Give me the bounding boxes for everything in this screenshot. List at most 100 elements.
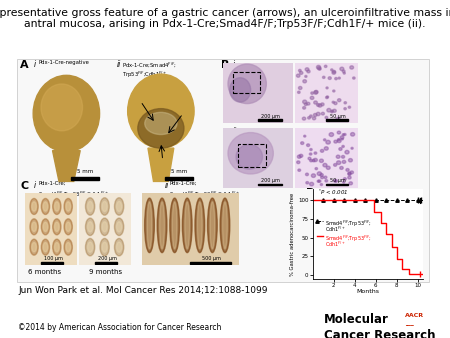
Ellipse shape [185, 202, 189, 249]
Ellipse shape [342, 70, 345, 72]
Ellipse shape [319, 68, 321, 70]
Ellipse shape [308, 157, 311, 160]
Text: Cdh1$^{F/+}$: Cdh1$^{F/+}$ [325, 224, 346, 234]
Ellipse shape [312, 159, 315, 162]
Ellipse shape [41, 198, 50, 215]
Ellipse shape [304, 103, 307, 105]
Ellipse shape [317, 67, 321, 70]
Ellipse shape [326, 87, 328, 89]
Bar [326, 119, 348, 121]
Ellipse shape [342, 145, 344, 147]
Ellipse shape [332, 101, 334, 103]
Ellipse shape [198, 202, 202, 249]
Ellipse shape [334, 180, 337, 182]
Ellipse shape [100, 238, 109, 256]
Text: Trp53$^{F/F}$;Cdh1$^{F/+}$: Trp53$^{F/F}$;Cdh1$^{F/+}$ [122, 70, 167, 80]
Ellipse shape [306, 144, 310, 146]
Ellipse shape [138, 108, 184, 148]
Ellipse shape [341, 138, 343, 140]
Ellipse shape [331, 110, 333, 112]
Ellipse shape [30, 198, 38, 215]
Text: 50 μm: 50 μm [330, 114, 346, 119]
Y-axis label: % Gastric adenocarcinoma-free: % Gastric adenocarcinoma-free [290, 192, 295, 276]
Ellipse shape [64, 219, 72, 235]
Ellipse shape [313, 114, 317, 117]
Ellipse shape [324, 139, 326, 141]
Text: 9 months: 9 months [89, 269, 122, 275]
Ellipse shape [160, 202, 165, 249]
Ellipse shape [30, 219, 38, 235]
Text: antral mucosa, arising in Pdx-1-Cre;Smad4F/F;Trp53F/F;Cdh1F/+ mice (ii).: antral mucosa, arising in Pdx-1-Cre;Smad… [24, 19, 426, 29]
Ellipse shape [300, 71, 303, 74]
Text: B: B [221, 60, 230, 70]
Ellipse shape [337, 139, 341, 143]
Ellipse shape [32, 202, 36, 211]
Ellipse shape [310, 148, 312, 150]
Text: Jun Won Park et al. Mol Cancer Res 2014;12:1088-1099: Jun Won Park et al. Mol Cancer Res 2014;… [18, 286, 267, 295]
Ellipse shape [145, 112, 177, 135]
Ellipse shape [195, 198, 205, 252]
Text: Molecular: Molecular [324, 313, 389, 325]
Ellipse shape [335, 77, 338, 80]
Ellipse shape [54, 222, 59, 232]
Ellipse shape [342, 155, 345, 158]
Ellipse shape [305, 68, 309, 71]
Ellipse shape [223, 202, 227, 249]
Ellipse shape [117, 201, 122, 212]
Ellipse shape [348, 159, 352, 162]
Text: Pdx-1-Cre;Smad4$^{F/F}$;: Pdx-1-Cre;Smad4$^{F/F}$; [122, 60, 176, 69]
Ellipse shape [324, 176, 327, 178]
Text: 200 μm: 200 μm [98, 256, 117, 261]
Ellipse shape [102, 201, 107, 212]
Text: ii: ii [117, 60, 121, 69]
Ellipse shape [318, 104, 322, 107]
Ellipse shape [310, 182, 314, 186]
Ellipse shape [343, 72, 345, 74]
Ellipse shape [314, 152, 317, 154]
Ellipse shape [236, 144, 262, 169]
Ellipse shape [326, 96, 328, 98]
Bar [71, 177, 99, 180]
Text: $^{*}P$ < 0.001: $^{*}P$ < 0.001 [318, 187, 348, 197]
Ellipse shape [323, 76, 325, 78]
Ellipse shape [43, 222, 48, 232]
Ellipse shape [230, 78, 251, 102]
Ellipse shape [326, 166, 330, 169]
Ellipse shape [305, 75, 307, 77]
Ellipse shape [329, 132, 333, 137]
Bar [233, 72, 260, 93]
Ellipse shape [64, 239, 72, 255]
Text: ii: ii [164, 181, 168, 190]
Ellipse shape [228, 132, 273, 174]
Ellipse shape [306, 173, 308, 176]
Ellipse shape [339, 148, 342, 150]
Ellipse shape [336, 117, 340, 121]
Ellipse shape [314, 158, 317, 162]
Ellipse shape [117, 222, 122, 232]
Ellipse shape [297, 161, 300, 164]
Ellipse shape [297, 74, 300, 77]
Ellipse shape [342, 182, 345, 183]
Text: Smad4$^{F/F}$;Trp53$^{F/F}$;: Smad4$^{F/F}$;Trp53$^{F/F}$; [325, 233, 372, 244]
X-axis label: Months: Months [356, 289, 379, 294]
Ellipse shape [170, 198, 180, 252]
Ellipse shape [350, 171, 354, 174]
Ellipse shape [303, 106, 306, 109]
Ellipse shape [353, 77, 355, 79]
Ellipse shape [64, 198, 72, 215]
Ellipse shape [327, 108, 331, 112]
Ellipse shape [333, 90, 335, 92]
Ellipse shape [311, 92, 314, 94]
Ellipse shape [100, 198, 109, 215]
Ellipse shape [351, 147, 353, 149]
Ellipse shape [331, 69, 333, 71]
Ellipse shape [128, 74, 194, 148]
Ellipse shape [66, 222, 71, 232]
Ellipse shape [321, 176, 324, 179]
Text: Smad4$^{F/F}$;Trp53$^{F/F}$;: Smad4$^{F/F}$;Trp53$^{F/F}$; [325, 218, 372, 229]
Ellipse shape [228, 64, 266, 103]
Ellipse shape [320, 159, 324, 163]
Ellipse shape [316, 65, 320, 69]
Ellipse shape [325, 179, 328, 182]
Ellipse shape [333, 70, 336, 73]
